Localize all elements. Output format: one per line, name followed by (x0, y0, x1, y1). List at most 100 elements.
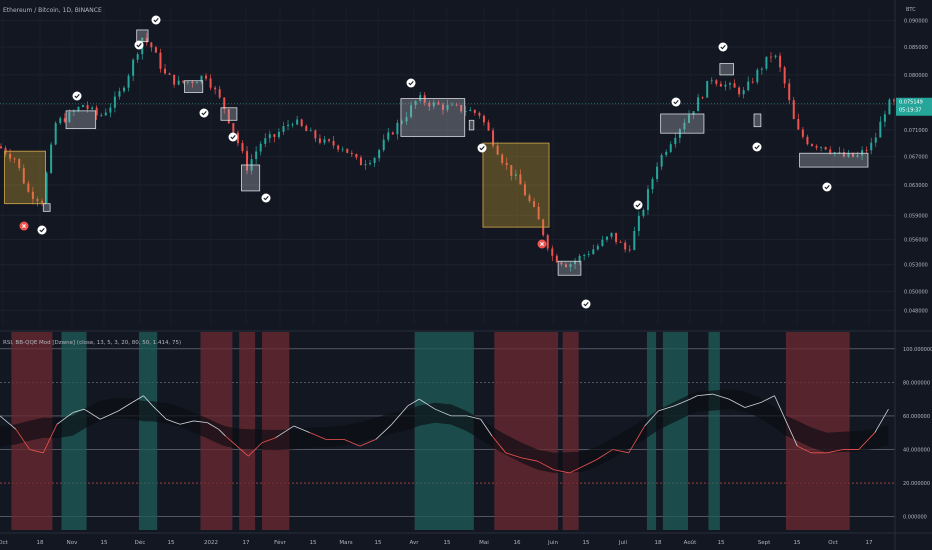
candle[interactable] (496, 142, 499, 156)
candle[interactable] (760, 66, 763, 75)
candle[interactable] (241, 140, 244, 154)
rsi-segment[interactable] (166, 418, 181, 425)
candle[interactable] (154, 45, 157, 53)
check-circle-icon[interactable] (671, 97, 681, 107)
candle[interactable] (369, 160, 372, 166)
zone-box[interactable] (241, 164, 261, 192)
candle[interactable] (510, 165, 513, 181)
candle[interactable] (259, 141, 262, 156)
rsi-segment[interactable] (29, 449, 44, 454)
rsi-segment[interactable] (728, 398, 746, 408)
candle[interactable] (628, 245, 631, 253)
candle[interactable] (100, 112, 103, 117)
candle[interactable] (355, 153, 358, 160)
candle[interactable] (815, 144, 818, 151)
check-circle-icon[interactable] (477, 143, 487, 153)
candle[interactable] (328, 138, 331, 143)
candle[interactable] (118, 87, 121, 100)
rsi-segment[interactable] (100, 410, 119, 420)
candle[interactable] (31, 186, 34, 205)
candle[interactable] (874, 132, 877, 147)
candle[interactable] (492, 127, 495, 149)
candle[interactable] (359, 155, 362, 166)
candle[interactable] (733, 79, 736, 88)
candle[interactable] (314, 129, 317, 143)
candle[interactable] (728, 81, 731, 90)
candle[interactable] (514, 169, 517, 181)
candle[interactable] (236, 130, 239, 147)
candle[interactable] (596, 243, 599, 251)
candle[interactable] (537, 202, 540, 220)
candle[interactable] (164, 64, 167, 75)
candle[interactable] (469, 107, 472, 112)
zone-box[interactable] (660, 113, 705, 134)
candle[interactable] (205, 73, 208, 81)
zone-box[interactable] (799, 152, 869, 168)
candle[interactable] (209, 74, 212, 91)
candle[interactable] (856, 151, 859, 158)
candle[interactable] (277, 128, 280, 140)
rsi-segment[interactable] (131, 395, 144, 403)
candle[interactable] (337, 144, 340, 153)
x-circle-icon[interactable] (19, 221, 29, 231)
candle[interactable] (719, 81, 722, 87)
candle[interactable] (68, 109, 71, 124)
candle[interactable] (637, 211, 640, 237)
check-circle-icon[interactable] (199, 108, 209, 118)
candle[interactable] (487, 119, 490, 132)
candle[interactable] (22, 164, 25, 185)
candle[interactable] (738, 85, 741, 98)
candle[interactable] (482, 114, 485, 126)
candle[interactable] (273, 133, 276, 143)
signal-markers[interactable] (19, 15, 832, 309)
rsi-segment[interactable] (375, 423, 393, 440)
candle[interactable] (173, 74, 176, 88)
check-circle-icon[interactable] (822, 182, 832, 192)
rsi-segment[interactable] (690, 395, 698, 400)
candle[interactable] (555, 253, 558, 263)
rsi-segment[interactable] (628, 425, 646, 454)
candle[interactable] (323, 136, 326, 145)
rsi-segment[interactable] (407, 398, 420, 407)
rsi-segment[interactable] (391, 405, 409, 425)
check-circle-icon[interactable] (72, 91, 82, 101)
candle[interactable] (574, 257, 577, 270)
candle[interactable] (432, 99, 435, 110)
candle[interactable] (806, 134, 809, 146)
candle[interactable] (296, 115, 299, 126)
time-axis[interactable]: Oct 18 Nov 15 Déc 15 2022 17 Févr 15 Mars 15 Avr 15 Ma… (0, 539, 873, 546)
rsi-segment[interactable] (466, 415, 481, 420)
rsi-segment[interactable] (658, 405, 675, 412)
rsi-segment[interactable] (521, 457, 538, 462)
candle[interactable] (195, 81, 198, 84)
rsi-segment[interactable] (874, 408, 889, 433)
candle[interactable] (182, 80, 185, 85)
candle[interactable] (724, 80, 727, 91)
candle[interactable] (660, 153, 663, 171)
check-circle-icon[interactable] (261, 193, 271, 203)
candle[interactable] (769, 52, 772, 63)
candle[interactable] (373, 156, 376, 168)
rsi-segment[interactable] (760, 395, 775, 403)
candlestick-series[interactable] (0, 33, 895, 272)
rsi-segment[interactable] (537, 460, 554, 470)
rsi-segment[interactable] (275, 425, 295, 439)
candle[interactable] (546, 233, 549, 252)
candle[interactable] (888, 98, 891, 115)
rsi-segment[interactable] (15, 429, 30, 450)
rsi-segment[interactable] (797, 445, 812, 454)
candle[interactable] (405, 112, 408, 125)
candle[interactable] (63, 113, 66, 124)
entry-zone-box[interactable] (482, 142, 550, 228)
rsi-segment[interactable] (783, 415, 798, 447)
candle[interactable] (687, 110, 690, 124)
candle[interactable] (847, 149, 850, 159)
check-circle-icon[interactable] (151, 15, 161, 25)
candle[interactable] (382, 134, 385, 153)
zone-box[interactable] (42, 203, 51, 212)
candle[interactable] (346, 148, 349, 154)
candle[interactable] (683, 118, 686, 133)
candle[interactable] (587, 250, 590, 258)
rsi-segment[interactable] (343, 439, 361, 447)
